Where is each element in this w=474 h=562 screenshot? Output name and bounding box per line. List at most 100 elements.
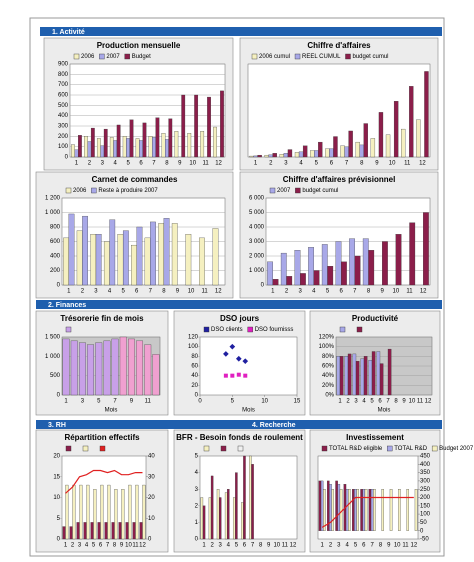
x-tick-label: 7 [386,399,390,405]
bar [135,138,140,158]
y2-tick-label: 20 [148,495,155,501]
x-tick-label: 10 [188,289,195,295]
x-tick-label: 9 [120,543,124,549]
legend-label: budget cumul [352,54,388,60]
y2-tick-label: 100 [420,512,431,518]
bar [139,140,143,158]
bar [251,464,254,540]
chart-title: Investissement [346,433,404,442]
bar [368,489,372,531]
bar [345,489,349,531]
bar [363,123,368,158]
x-tick-label: 1 [320,543,324,549]
bar [280,252,287,286]
bar [387,348,392,396]
x-tick-label: 7 [345,161,349,167]
chart-title: Répartition effectifs [64,433,140,442]
bar [84,136,88,158]
x-tick-label: 9 [387,543,391,549]
plot-area [247,63,431,158]
bar [356,489,359,531]
bar [335,480,338,531]
bar [87,344,94,396]
x-tick-label: 8 [162,289,166,295]
x-axis-label: Mois [378,408,391,414]
legend-swatch [99,53,105,60]
y-tick-label: 0 [57,393,61,399]
bar [249,155,254,158]
y-tick-label: 1 [195,520,199,526]
bar [393,101,399,158]
y-tick-label: 40% [322,373,335,379]
bar [267,261,273,286]
bar [69,526,73,540]
bar [348,489,351,531]
bar [148,136,153,158]
bar [168,118,173,158]
legend-label: 2006 cumul [259,54,290,60]
bar [355,141,360,158]
x-tick-label: 6 [362,543,366,549]
bar [363,356,368,396]
point [229,343,236,350]
bar [79,484,83,540]
x-tick-label: 7 [251,543,255,549]
y-tick-label: 5 [57,516,61,522]
y2-tick-label: 450 [420,454,431,460]
y-tick-label: 0% [325,393,334,399]
x-tick-label: 12 [290,543,297,549]
legend-swatch [65,445,72,452]
y-tick-label: 100 [58,144,69,150]
bar [136,340,143,396]
bar [268,154,273,158]
y-tick-label: 0 [261,283,265,289]
x-tick-label: 3 [81,399,85,405]
bar [294,250,301,286]
x-tick-label: 8 [367,289,371,295]
bar [111,522,115,540]
bar [310,150,315,158]
section-title: 1. Activité [52,29,85,36]
y-tick-label: 100% [319,344,335,350]
bar [83,522,87,540]
bar [131,244,137,286]
bar [336,356,341,396]
x-tick-label: 11 [406,289,413,295]
x-tick-label: 8 [259,543,263,549]
x-tick-label: 5 [370,399,374,405]
x-tick-label: 8 [165,161,169,167]
bar [423,212,429,286]
y-tick-label: 0 [57,283,61,289]
y-tick-label: 200 [50,268,61,274]
bar [362,238,369,286]
x-tick-label: 1 [64,399,68,405]
plot-area [199,455,298,540]
bar [125,522,129,540]
x-tick-label: 2 [210,543,214,549]
x-tick-label: 7 [353,289,357,295]
x-tick-label: 6 [99,543,103,549]
bar [287,149,293,158]
x-tick-label: 5 [315,161,319,167]
x-tick-label: 1 [64,543,68,549]
y-tick-label: 40 [191,373,198,379]
y2-tick-label: 10 [148,516,155,522]
x-tick-label: 11 [132,543,139,549]
x-tick-label: 5 [326,289,330,295]
chart-title: Chiffre d'affaires [307,41,371,50]
x-tick-label: 3 [298,289,302,295]
bar [335,241,342,286]
x-tick-label: 4 [227,543,231,549]
x-tick-label: 3 [101,161,105,167]
x-tick-label: 1 [271,289,275,295]
bar [302,145,308,158]
bar [90,234,97,286]
x-tick-label: 1 [202,543,206,549]
y2-tick-label: 150 [420,503,431,509]
x-tick-label: 3 [94,289,98,295]
y-tick-label: 3 000 [249,239,265,245]
bar [368,250,375,286]
bar [414,489,418,531]
x-tick-label: 6 [378,399,382,405]
bar [385,134,391,158]
